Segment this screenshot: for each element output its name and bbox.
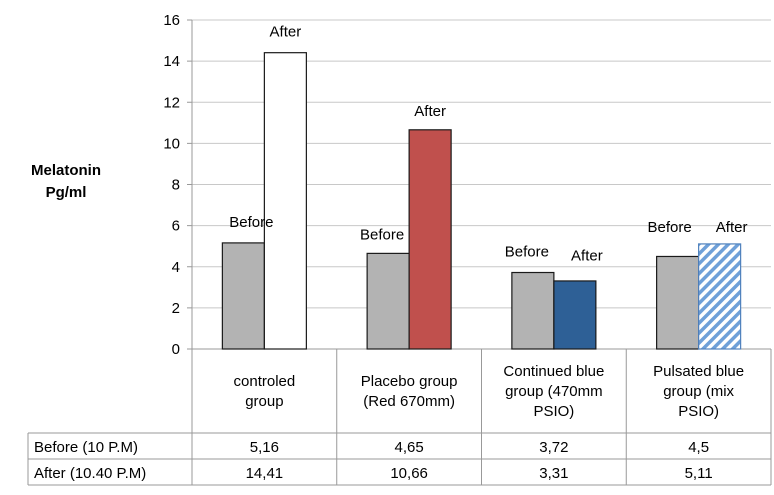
y-tick-label-6: 6 — [172, 218, 180, 235]
bar-label-before-0: Before — [229, 214, 273, 231]
table-cell-0-3: 4,5 — [688, 439, 709, 456]
data-table: controled group Placebo group (Red 670mm) Co… — [27, 349, 772, 486]
bar-before-3 — [656, 255, 700, 350]
category-label-0-line-1: group — [245, 393, 283, 410]
category-label-2-line-1: group (470mm — [505, 383, 603, 400]
y-tick-label-2: 2 — [172, 300, 180, 317]
table-series-name-0: Before (10 P.M) — [34, 439, 138, 456]
bar-after-0 — [263, 52, 307, 350]
y-tick-label-8: 8 — [172, 177, 180, 194]
category-label-2-line-2: PSIO) — [533, 403, 574, 420]
bar-label-after-1: After — [414, 103, 446, 120]
table-cell-0-2: 3,72 — [539, 439, 568, 456]
category-label-0-line-0: controled — [234, 373, 296, 390]
y-tick-label-0: 0 — [172, 341, 180, 358]
y-tick-label-16: 16 — [163, 12, 180, 29]
bar-after-2 — [553, 280, 597, 350]
category-label-1-line-0: Placebo group — [361, 373, 458, 390]
y-axis-label-line-1: Melatonin — [31, 162, 101, 179]
bar-label-after-0: After — [270, 24, 302, 41]
category-label-1-line-1: (Red 670mm) — [363, 393, 455, 410]
table-cell-0-0: 5,16 — [250, 439, 279, 456]
bar-label-after-2: After — [571, 248, 603, 265]
y-tick-label-12: 12 — [163, 94, 180, 111]
bar-before-1 — [366, 252, 410, 350]
bar-before-2 — [511, 271, 555, 350]
bar-label-after-3: After — [716, 219, 748, 236]
table-cell-0-1: 4,65 — [395, 439, 424, 456]
table-cell-1-0: 14,41 — [246, 465, 284, 482]
bar-label-before-3: Before — [648, 219, 692, 236]
category-label-2-line-0: Continued blue — [503, 363, 604, 380]
y-axis-label-line-2: Pg/ml — [45, 184, 87, 201]
y-tick-label-10: 10 — [163, 135, 180, 152]
category-label-3-line-2: PSIO) — [678, 403, 719, 420]
bar-after-1 — [408, 129, 452, 350]
bar-label-before-1: Before — [360, 226, 404, 243]
bar-label-before-2: Before — [505, 244, 549, 261]
bars: Before After Before After Before After Before A… — [221, 24, 748, 350]
table-series-name-1: After (10.40 P.M) — [34, 465, 146, 482]
bar-before-0 — [221, 242, 265, 350]
y-ticks: 0 2 4 6 8 10 12 14 16 — [163, 12, 180, 358]
category-label-3-line-1: group (mix — [663, 383, 734, 400]
category-label-3-line-0: Pulsated blue — [653, 363, 744, 380]
y-tick-label-4: 4 — [172, 259, 180, 276]
y-axis-label: Melatonin Pg/ml — [2, 160, 130, 204]
bar-after-3 — [698, 243, 742, 350]
table-cell-1-1: 10,66 — [390, 465, 428, 482]
table-cell-1-2: 3,31 — [539, 465, 568, 482]
y-tick-label-14: 14 — [163, 53, 180, 70]
table-cell-1-3: 5,11 — [685, 465, 713, 482]
